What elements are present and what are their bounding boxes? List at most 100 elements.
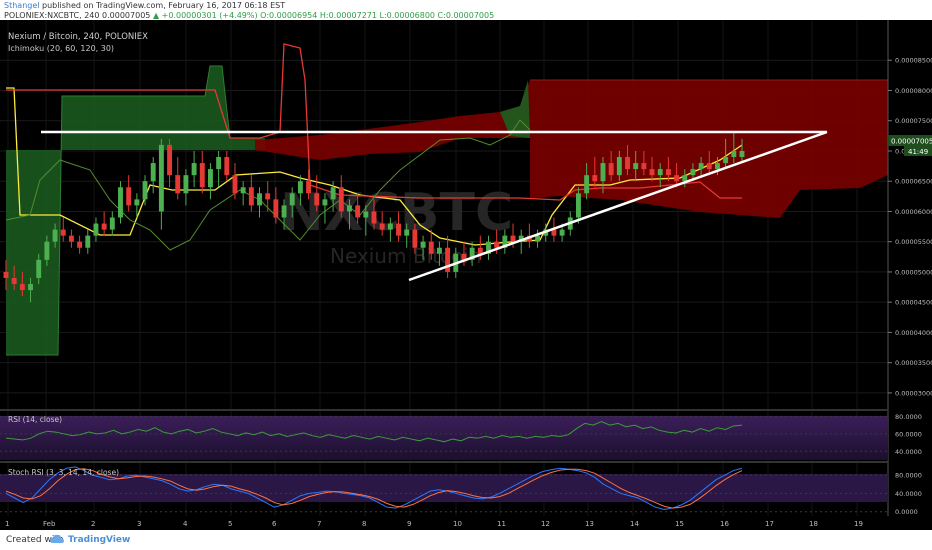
time-tick-label: 19 <box>854 520 863 528</box>
candle-body <box>502 235 508 248</box>
rsi-tick-label: 80.0000 <box>895 413 922 421</box>
bull-cloud-twist <box>500 80 530 138</box>
candle-body <box>289 193 295 206</box>
price-axis[interactable]: 0.00008500 0.00008000 0.00007500 0.00007005… <box>887 20 932 516</box>
time-tick-label: 4 <box>183 520 188 528</box>
time-tick-label: 7 <box>317 520 321 528</box>
time-tick-label: 8 <box>362 520 366 528</box>
candle-body <box>706 163 712 170</box>
candle-body <box>477 247 483 254</box>
candle-body <box>551 229 557 236</box>
candle-body <box>436 247 442 254</box>
candle-body <box>649 169 655 176</box>
rising-trendline[interactable] <box>408 130 828 282</box>
rsi-tick-label: 40.0000 <box>895 448 922 456</box>
candle-body <box>608 163 614 176</box>
candle-body <box>322 199 328 206</box>
price-tick-label: 0.00005500 <box>895 238 932 246</box>
candle-body <box>68 235 74 242</box>
chart-canvas[interactable]: NXCBTC Nexium Bitcoin Nexium / Bitcoin, … <box>0 20 932 530</box>
candle-body <box>224 157 230 176</box>
time-tick-label: 6 <box>272 520 277 528</box>
candle-body <box>142 181 148 200</box>
candle-body <box>731 150 737 158</box>
candle-body <box>297 181 303 194</box>
candle-body <box>19 284 25 291</box>
time-tick-label: 11 <box>497 520 506 528</box>
candle-body <box>633 163 639 170</box>
candle-body <box>265 193 271 200</box>
pane-divider-rsi[interactable] <box>0 409 888 411</box>
candle-body <box>559 229 565 236</box>
price-tick-label: 0.00003500 <box>895 359 932 367</box>
price-tick-label: 0.00006000 <box>895 208 932 216</box>
price-tick-label: 0.00004500 <box>895 299 932 307</box>
footer: Created with TradingView <box>0 530 932 550</box>
senkou-a <box>6 65 231 356</box>
candle-body <box>232 175 238 194</box>
time-tick-label: 14 <box>630 520 639 528</box>
candle-body <box>28 284 33 291</box>
chart-area[interactable]: NXCBTC Nexium Bitcoin Nexium / Bitcoin, … <box>0 20 932 530</box>
time-tick-label: Feb <box>43 520 56 528</box>
candle-body <box>518 235 524 242</box>
time-tick-label: 15 <box>675 520 684 528</box>
candle-body <box>240 187 246 194</box>
triangle-drawing[interactable] <box>41 130 828 282</box>
candle-body <box>420 241 426 248</box>
candle-body <box>469 247 475 260</box>
pane-divider-stoch[interactable] <box>0 461 888 463</box>
candle-body <box>355 205 361 218</box>
candle-body <box>101 223 107 230</box>
candle-body <box>134 199 140 206</box>
tradingview-cloud-icon <box>50 534 64 543</box>
candle-body <box>60 229 66 236</box>
time-tick-label: 13 <box>585 520 594 528</box>
price-tick-label: 0.00007500 <box>895 117 932 125</box>
last-price-label: 0.00007005 <box>891 138 932 146</box>
candle-body <box>347 205 352 212</box>
candle-body <box>3 271 9 278</box>
countdown-badge <box>904 146 932 156</box>
candle-body <box>85 235 91 248</box>
price-tick-label: 0.00003000 <box>895 389 932 397</box>
candle-body <box>158 144 164 212</box>
time-tick-label: 1 <box>5 520 9 528</box>
candle-body <box>404 229 410 236</box>
candle-body <box>616 157 622 176</box>
price-tick-label: 0.00008500 <box>895 57 932 65</box>
stoch-line-k <box>5 466 743 510</box>
candle-body <box>625 157 630 170</box>
candle-body <box>216 157 222 170</box>
author-link[interactable]: Sthangel <box>4 1 40 10</box>
candle-body <box>338 187 344 212</box>
candle-body <box>715 163 720 170</box>
candle-body <box>207 169 213 188</box>
candle-body <box>584 175 590 194</box>
countdown-label: 41:49 <box>908 148 928 156</box>
watermark-name: Nexium Bitcoin <box>330 244 481 268</box>
candle-body <box>445 247 451 272</box>
candle-body <box>248 187 254 206</box>
candle-body <box>641 163 647 170</box>
ohlc-readout: O:0.00006954 H:0.00007271 L:0.00006800 C… <box>260 11 495 20</box>
rsi-legend: RSI (14, close) <box>8 415 62 424</box>
stoch-line-d <box>5 468 743 509</box>
candle-body <box>77 241 83 248</box>
price-change: +0.00000301 (+4.49%) <box>161 11 258 20</box>
bull-cloud <box>6 66 265 355</box>
tenkan-line <box>6 87 743 246</box>
candle-body <box>428 241 434 254</box>
time-tick-label: 2 <box>91 520 95 528</box>
candle-body <box>486 241 491 254</box>
time-axis[interactable]: 1 Feb 2 3 4 5 6 7 8 9 10 11 12 13 14 15 16 17 18 19 <box>5 520 863 528</box>
candle-body <box>36 259 42 278</box>
tradingview-logo-text[interactable]: TradingView <box>68 535 131 545</box>
candle-body <box>11 277 17 285</box>
candle-body <box>412 229 418 248</box>
candle-body <box>698 163 704 170</box>
candle-body <box>199 163 205 188</box>
price-tick-label: 0.00006500 <box>895 178 932 186</box>
candle-body <box>330 187 336 200</box>
candle-body <box>690 169 696 176</box>
